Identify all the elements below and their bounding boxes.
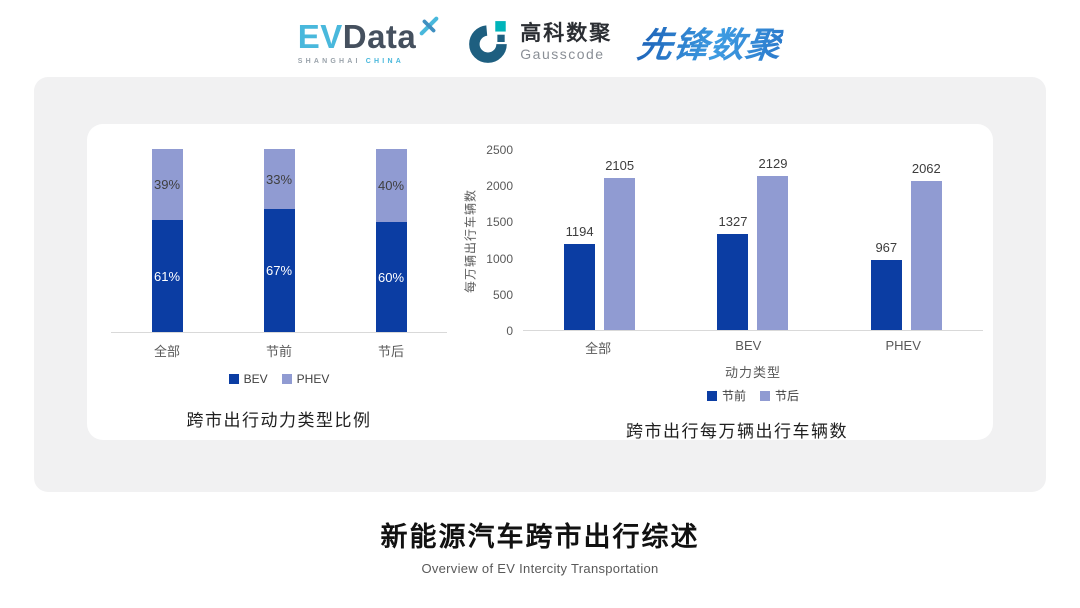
evdata-shanghai-text: SHANGHAI (297, 58, 361, 65)
bar-节后 (604, 177, 636, 330)
grouped-chart-plot-area: 1194 2105 1327 2129 967 2062 (523, 150, 983, 331)
legend-item: BEV (228, 372, 268, 386)
bar-with-label: 1327 (717, 150, 749, 330)
grouped-chart-x-categories: 全部 BEV PHEV (523, 338, 983, 357)
bar-group: 967 2062 (870, 150, 942, 330)
evdata-logo: EV Data SHANGHAI CHINA (297, 16, 441, 65)
gausscode-mark-icon (469, 21, 508, 63)
bar-value-label: 1194 (565, 223, 594, 239)
bar-节前 (870, 260, 902, 330)
bar-value-label: 2105 (605, 157, 635, 173)
gausscode-cn-name: 高科数聚 (520, 22, 613, 45)
grouped-chart-plot-row: 每万辆出行车辆数 0 500 1000 1500 2000 2500 1194 2105 13… (461, 143, 983, 338)
bar-value-label: 2129 (758, 155, 788, 171)
category-label: BEV (735, 338, 762, 353)
y-tick-label: 1000 (486, 251, 513, 266)
bar-节前 (564, 243, 596, 330)
stacked-chart-legend: BEV PHEV (101, 372, 457, 386)
bar-with-label: 2062 (910, 150, 942, 330)
bar-with-label: 1194 (564, 150, 596, 330)
legend-item: 节后 (760, 387, 799, 404)
y-axis-ticks: 0 500 1000 1500 2000 2500 (479, 143, 523, 338)
footer: 新能源汽车跨市出行综述 Overview of EV Intercity Tra… (0, 515, 1080, 576)
y-tick-label: 2000 (486, 179, 513, 194)
pioneer-logo: 先锋数聚 (635, 17, 784, 68)
stacked-bar: 39% 61% (151, 149, 183, 332)
gausscode-text: 高科数聚 Gausscode (520, 22, 612, 62)
bar-segment-bev: 61% (151, 220, 183, 332)
stacked-chart-plot-area: 39% 61% 33% 67% 40% 60% (111, 149, 447, 333)
y-tick-label: 0 (506, 324, 513, 338)
charts-card: 39% 61% 33% 67% 40% 60% 全部 节前 节后 BEV PHEV 跨市出行动力… (34, 77, 1046, 492)
y-tick-label: 1500 (486, 215, 513, 230)
stacked-bar: 40% 60% (375, 149, 407, 332)
evdata-china-text: CHINA (365, 58, 404, 65)
bar-value-label: 1327 (718, 213, 748, 229)
stacked-bar: 33% 67% (263, 149, 295, 332)
y-axis-title-wrap: 每万辆出行车辆数 (461, 150, 479, 331)
legend-label: PHEV (296, 372, 330, 386)
bar-with-label: 2129 (757, 150, 789, 330)
bar-segment-phev: 33% (263, 149, 295, 210)
evdata-ev-text: EV (297, 18, 343, 55)
evdata-subtext: SHANGHAI CHINA (298, 58, 404, 65)
legend-swatch (706, 390, 717, 401)
legend-item: 节前 (706, 387, 746, 404)
evdata-spark-icon (419, 16, 439, 36)
stacked-chart-x-categories: 全部 节前 节后 (111, 341, 447, 360)
legend-label: 节前 (721, 389, 746, 403)
category-label: 全部 (585, 341, 612, 356)
bar-节前 (717, 233, 749, 330)
evdata-data-text: Data (342, 18, 417, 55)
legend-label: BEV (243, 372, 268, 386)
gausscode-logo: 高科数聚 Gausscode (466, 19, 612, 65)
grouped-chart-legend: 节前 节后 (523, 387, 983, 404)
bar-segment-phev: 40% (375, 149, 407, 223)
gausscode-en-name: Gausscode (520, 46, 605, 62)
bar-segment-phev: 39% (151, 149, 183, 221)
pioneer-name: 先锋数聚 (635, 17, 786, 68)
legend-swatch (228, 374, 239, 384)
bar-with-label: 2105 (604, 150, 636, 330)
bar-group: 1194 2105 (564, 150, 636, 330)
y-tick-label: 500 (492, 287, 513, 302)
bar-segment-bev: 67% (263, 209, 295, 332)
x-axis-title: 动力类型 (724, 365, 781, 380)
main-title: 新能源汽车跨市出行综述 (380, 522, 700, 552)
charts-panel: 39% 61% 33% 67% 40% 60% 全部 节前 节后 BEV PHEV 跨市出行动力… (87, 124, 993, 441)
y-axis-title: 每万辆出行车辆数 (463, 188, 478, 293)
grouped-chart-title: 跨市出行每万辆出行车辆数 (626, 422, 848, 441)
bar-segment-bev: 60% (375, 222, 407, 332)
bar-节后 (910, 180, 942, 330)
grouped-bar-chart: 每万辆出行车辆数 0 500 1000 1500 2000 2500 1194 2105 13… (461, 124, 983, 441)
bar-节后 (757, 175, 789, 330)
legend-swatch (281, 374, 292, 384)
legend-item: PHEV (281, 372, 330, 386)
category-label: 全部 (153, 344, 180, 359)
stacked-chart-title: 跨市出行动力类型比例 (186, 411, 372, 430)
bar-with-label: 967 (870, 150, 902, 330)
bar-group: 1327 2129 (717, 150, 789, 330)
category-label: PHEV (885, 338, 921, 353)
stacked-bar-chart: 39% 61% 33% 67% 40% 60% 全部 节前 节后 BEV PHEV 跨市出行动力… (101, 124, 457, 440)
legend-label: 节后 (775, 389, 800, 403)
bar-value-label: 2062 (911, 160, 941, 176)
category-label: 节后 (377, 344, 404, 359)
evdata-wordmark: EV Data (297, 16, 441, 55)
main-subtitle: Overview of EV Intercity Transportation (421, 561, 659, 576)
logo-header: EV Data SHANGHAI CHINA 高科数聚 Gausscode (0, 0, 1080, 65)
y-tick-label: 2500 (486, 143, 513, 157)
legend-swatch (760, 390, 770, 401)
category-label: 节前 (265, 344, 292, 359)
bar-value-label: 967 (875, 240, 898, 255)
